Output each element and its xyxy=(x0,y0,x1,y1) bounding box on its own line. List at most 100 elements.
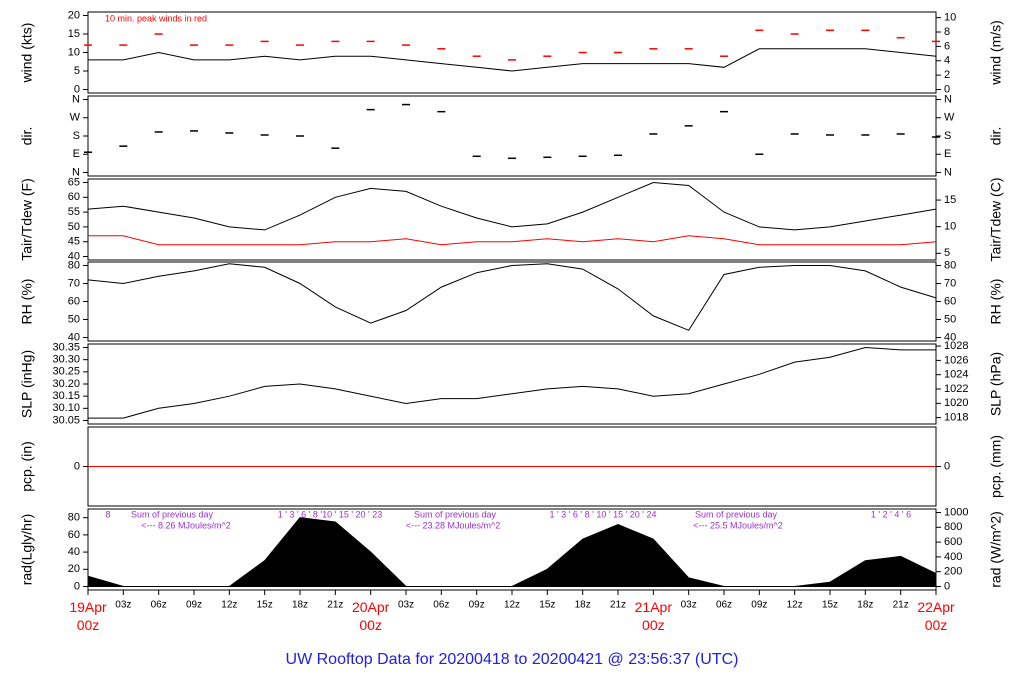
y2-tick-label: 0 xyxy=(944,460,950,472)
chart-title: UW Rooftop Data for 20200418 to 20200421… xyxy=(286,651,739,668)
annotation: 10 min. peak winds in red xyxy=(105,13,207,23)
y-tick-label: 30.05 xyxy=(52,414,80,426)
y-tick-label: 40 xyxy=(68,546,80,558)
x-tick-label: 15z xyxy=(539,600,555,611)
y2-tick-label: 1020 xyxy=(944,397,968,409)
x-tick-label: 15z xyxy=(257,600,273,611)
x-tick-label: 12z xyxy=(504,600,520,611)
x-tick-label: 21z xyxy=(610,600,626,611)
annotation: 1 ' 2 ' 4 ' 6 xyxy=(871,509,911,519)
data-line xyxy=(88,48,937,72)
y-tick-label: 15 xyxy=(68,28,80,40)
y-tick-label: S xyxy=(73,130,80,142)
y-tick-label: 30.10 xyxy=(52,402,80,414)
y2-tick-label: 1026 xyxy=(944,354,968,366)
y-tick-label: 0 xyxy=(74,580,80,592)
y-tick-label: 50 xyxy=(68,313,80,325)
y2-tick-label: 6 xyxy=(944,40,950,52)
y-tick-label: 30.25 xyxy=(52,366,80,378)
y-tick-label: 60 xyxy=(68,529,80,541)
y2-tick-label: 80 xyxy=(944,259,956,271)
y-tick-label: 30.15 xyxy=(52,390,80,402)
y2-tick-label: W xyxy=(944,112,955,124)
y-tick-label: E xyxy=(73,148,80,160)
panel-frame xyxy=(87,178,937,261)
y-tick-label: 60 xyxy=(68,295,80,307)
annotation: Sum of previous day xyxy=(414,509,497,519)
y2-tick-label: 10 xyxy=(944,221,956,233)
data-area xyxy=(87,517,937,587)
y2-tick-label: 400 xyxy=(944,551,962,563)
x-tick-label: 18z xyxy=(292,600,308,611)
y-tick-label: 30.20 xyxy=(52,378,80,390)
y-tick-label: 30.35 xyxy=(52,341,80,353)
y-tick-label: 40 xyxy=(68,250,80,262)
y2-tick-label: 8 xyxy=(944,26,950,38)
y2-axis-title: Tair/Tdew (C) xyxy=(988,177,1004,261)
y-tick-label: 60 xyxy=(68,191,80,203)
annotation: Sum of previous day xyxy=(131,509,214,519)
x-tick-label: 09z xyxy=(469,600,485,611)
y2-tick-label: E xyxy=(944,148,951,160)
x-tick-label: 12z xyxy=(787,600,803,611)
panel-frame xyxy=(87,95,937,177)
x-tick-label: 20Apr 00z xyxy=(352,599,390,633)
x-tick-label: 09z xyxy=(186,600,202,611)
y-tick-label: 45 xyxy=(68,236,80,248)
y2-axis-title: SLP (hPa) xyxy=(988,352,1004,416)
y2-tick-label: N xyxy=(944,166,952,178)
x-tick-label: 22Apr 00z xyxy=(917,599,955,633)
x-tick-label: 03z xyxy=(681,600,697,611)
y-tick-label: 40 xyxy=(68,331,80,343)
annotation: 1 ' 3 ' 6 ' 8 ' 10 ' 15 ' 20 ' 24 xyxy=(549,509,656,519)
y2-tick-label: 800 xyxy=(944,521,962,533)
data-line xyxy=(87,181,937,231)
y2-tick-label: N xyxy=(944,93,952,105)
y-tick-label: 5 xyxy=(74,65,80,77)
y2-tick-label: S xyxy=(944,130,951,142)
y2-tick-label: 2 xyxy=(944,69,950,81)
x-tick-label: 18z xyxy=(857,600,873,611)
y2-axis-title: dir. xyxy=(988,127,1004,146)
y-tick-label: 80 xyxy=(68,512,80,524)
y-tick-label: 0 xyxy=(74,83,80,95)
y2-tick-label: 10 xyxy=(944,12,956,24)
annotation: <--- 23.28 MJoules/m^2 xyxy=(406,520,501,530)
y-tick-label: 30.30 xyxy=(52,354,80,366)
x-tick-label: 03z xyxy=(115,600,131,611)
y2-tick-label: 1024 xyxy=(944,369,968,381)
y-axis-title: wind (kts) xyxy=(19,23,35,84)
x-tick-label: 09z xyxy=(751,600,767,611)
y-axis-title: dir. xyxy=(19,127,35,146)
y2-tick-label: 4 xyxy=(944,55,950,67)
y-tick-label: 80 xyxy=(68,259,80,271)
y2-tick-label: 600 xyxy=(944,536,962,548)
annotation: <--- 25.5 MJoules/m^2 xyxy=(693,520,783,530)
x-tick-label: 06z xyxy=(151,600,167,611)
annotation: 1 ' 3 ' 6 ' 8 '10 ' 15 ' 20 ' 23 xyxy=(278,509,383,519)
y-tick-label: 50 xyxy=(68,221,80,233)
x-tick-label: 18z xyxy=(575,600,591,611)
x-tick-label: 12z xyxy=(221,600,237,611)
data-line xyxy=(87,263,937,331)
x-tick-label: 03z xyxy=(398,600,414,611)
y2-tick-label: 1000 xyxy=(944,506,968,518)
y2-tick-label: 0 xyxy=(944,83,950,95)
y2-tick-label: 200 xyxy=(944,566,962,578)
x-tick-label: 21z xyxy=(327,600,343,611)
data-line xyxy=(88,235,937,246)
annotation: Sum of previous day xyxy=(695,509,778,519)
y2-tick-label: 1022 xyxy=(944,383,968,395)
y2-tick-label: 50 xyxy=(944,313,956,325)
y2-axis-title: wind (m/s) xyxy=(988,20,1004,86)
y2-tick-label: 15 xyxy=(944,194,956,206)
x-tick-label: 15z xyxy=(822,600,838,611)
panel-frame xyxy=(87,11,937,94)
y2-tick-label: 0 xyxy=(944,580,950,592)
y-axis-title: rad(Lgly/hr) xyxy=(19,514,35,586)
annotation: <--- 8.26 MJoules/m^2 xyxy=(141,520,231,530)
y2-tick-label: 1018 xyxy=(944,412,968,424)
y-axis-title: pcp. (in) xyxy=(19,441,35,492)
y-tick-label: 70 xyxy=(68,277,80,289)
